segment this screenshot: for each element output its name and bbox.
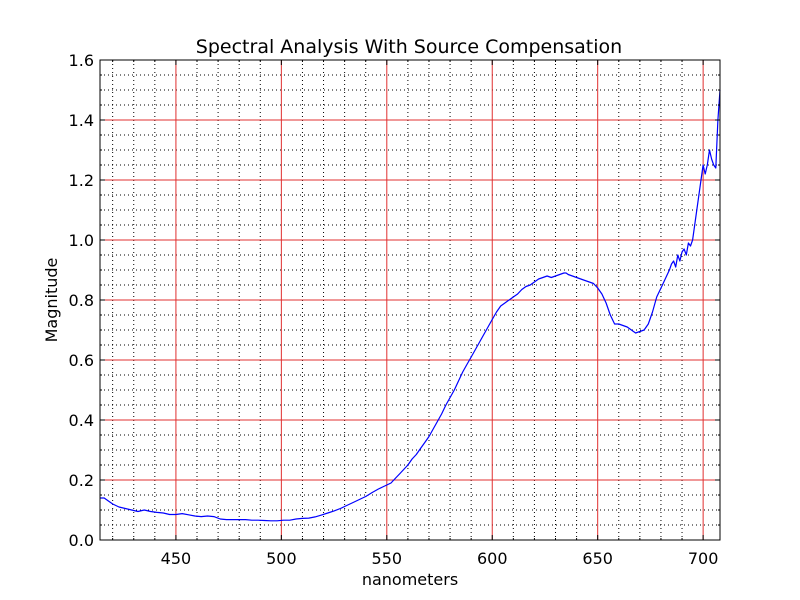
chart-title: Spectral Analysis With Source Compensati…	[196, 36, 622, 58]
y-tick-label: 0.6	[69, 351, 94, 370]
x-tick-label: 600	[477, 549, 508, 568]
y-axis-label: Magnitude	[42, 258, 61, 343]
x-tick-label: 700	[688, 549, 719, 568]
x-tick-label: 450	[161, 549, 192, 568]
y-tick-label: 0.4	[69, 411, 94, 430]
x-tick-label: 500	[266, 549, 297, 568]
x-tick-label: 650	[582, 549, 613, 568]
y-tick-label: 0.2	[69, 471, 94, 490]
y-tick-label: 1.6	[69, 51, 94, 70]
y-tick-label: 1.2	[69, 171, 94, 190]
y-tick-labels: 0.0 0.2 0.4 0.6 0.8 1.0 1.2 1.4 1.6	[69, 51, 94, 550]
y-tick-label: 0.8	[69, 291, 94, 310]
x-tick-label: 550	[372, 549, 403, 568]
y-tick-label: 1.4	[69, 111, 94, 130]
major-gridlines	[100, 60, 720, 540]
x-tick-labels: 450 500 550 600 650 700	[161, 549, 719, 568]
spectrum-line	[100, 89, 721, 522]
x-axis-label: nanometers	[362, 570, 458, 589]
y-tick-label: 0.0	[69, 531, 94, 550]
y-tick-label: 1.0	[69, 231, 94, 250]
plot-frame	[99, 59, 721, 541]
data-series	[100, 89, 721, 522]
